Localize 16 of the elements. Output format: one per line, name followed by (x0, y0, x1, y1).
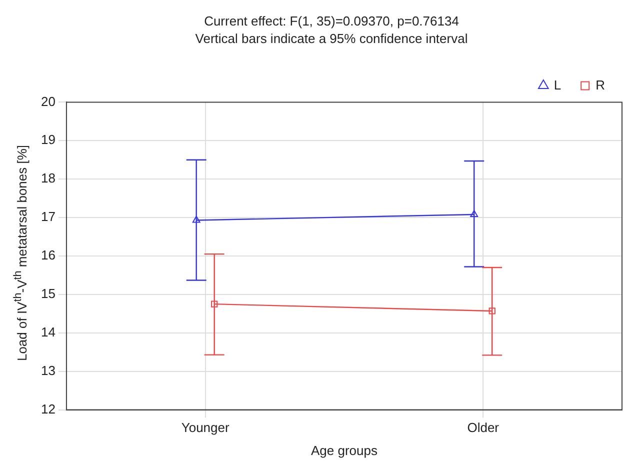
legend-label: R (596, 77, 605, 92)
y-tick-label: 19 (40, 132, 56, 148)
legend-label: L (554, 77, 562, 92)
y-tick-label: 20 (40, 94, 56, 109)
y-tick-label: 12 (40, 401, 56, 416)
y-tick-label: 17 (40, 209, 56, 224)
chart-subtitle: Vertical bars indicate a 95% confidence interval (195, 30, 468, 46)
x-tick-label: Older (467, 420, 500, 436)
y-tick-label: 15 (40, 286, 56, 302)
y-tick-label: 13 (40, 362, 56, 378)
x-tick-label: Younger (181, 420, 230, 436)
y-tick-label: 14 (40, 324, 56, 340)
y-tick-label: 16 (40, 248, 56, 263)
chart-title: Current effect: F(1, 35)=0.09370, p=0.76134 (204, 13, 459, 28)
x-axis-title: Age groups (310, 442, 378, 458)
y-tick-label: 18 (40, 170, 56, 186)
